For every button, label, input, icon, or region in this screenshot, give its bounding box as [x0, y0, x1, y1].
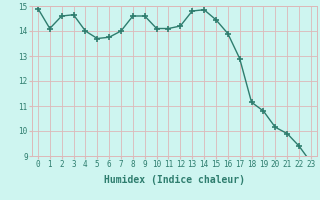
X-axis label: Humidex (Indice chaleur): Humidex (Indice chaleur) [104, 175, 245, 185]
